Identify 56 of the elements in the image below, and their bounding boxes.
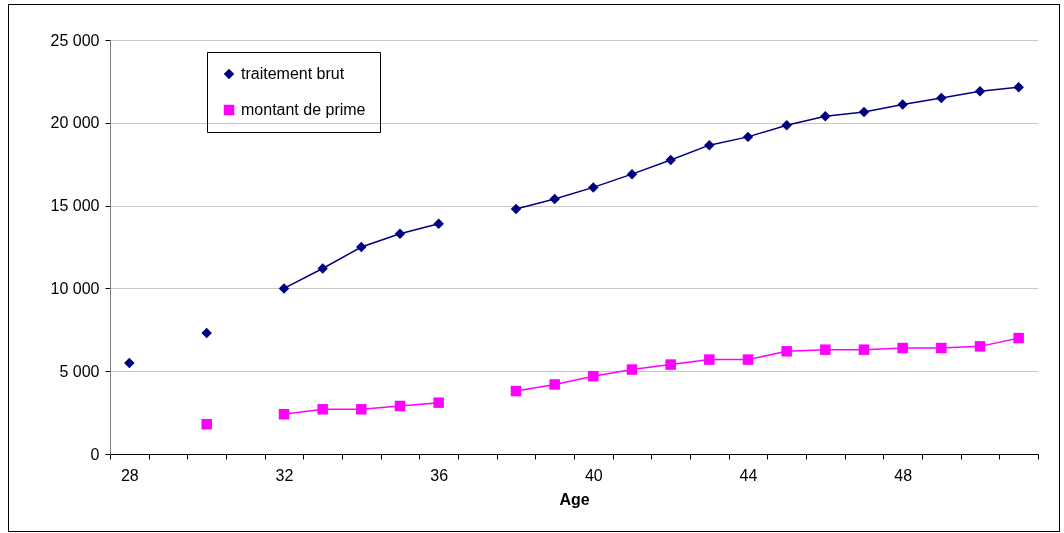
y-tick-label: 0 bbox=[90, 445, 100, 463]
point bbox=[317, 404, 328, 415]
point bbox=[781, 346, 792, 357]
point bbox=[704, 139, 715, 151]
point bbox=[781, 120, 792, 131]
point bbox=[394, 400, 406, 412]
y-tick-label: 5 000 bbox=[59, 362, 100, 380]
legend-label: montant de prime bbox=[241, 101, 366, 118]
y-tick-label: 25 000 bbox=[50, 31, 100, 49]
point bbox=[510, 203, 522, 215]
x-tick-label: 32 bbox=[275, 466, 294, 484]
point bbox=[510, 385, 522, 397]
point bbox=[1013, 81, 1024, 93]
point bbox=[936, 92, 947, 104]
point bbox=[974, 86, 986, 97]
y-tick-label: 20 000 bbox=[50, 114, 100, 132]
point bbox=[549, 193, 560, 205]
point bbox=[974, 341, 986, 352]
legend-label: traitement brut bbox=[241, 65, 345, 82]
point bbox=[704, 354, 715, 365]
x-axis-title: Age bbox=[559, 490, 590, 508]
point bbox=[897, 99, 908, 110]
point bbox=[549, 379, 560, 390]
point bbox=[356, 241, 367, 253]
point bbox=[742, 131, 754, 143]
point bbox=[858, 106, 870, 118]
point bbox=[394, 228, 406, 239]
y-tick-label: 10 000 bbox=[50, 279, 100, 297]
point bbox=[897, 342, 908, 354]
x-tick-label: 28 bbox=[120, 466, 139, 484]
point bbox=[356, 404, 367, 415]
point bbox=[820, 110, 831, 122]
y-tick-label: 15 000 bbox=[50, 197, 100, 215]
point bbox=[665, 359, 676, 370]
point bbox=[626, 168, 638, 180]
point bbox=[201, 418, 212, 430]
x-tick-label: 48 bbox=[894, 466, 913, 484]
x-tick-label: 40 bbox=[584, 466, 603, 484]
point bbox=[626, 364, 638, 375]
point bbox=[278, 409, 290, 420]
point bbox=[433, 218, 444, 230]
point bbox=[665, 154, 676, 166]
point bbox=[317, 263, 328, 274]
point bbox=[1013, 332, 1024, 344]
point bbox=[588, 370, 599, 382]
point bbox=[433, 397, 444, 408]
point bbox=[278, 283, 290, 294]
point bbox=[124, 357, 135, 369]
point bbox=[742, 354, 754, 365]
x-tick-label: 36 bbox=[430, 466, 449, 484]
point bbox=[588, 182, 599, 193]
point bbox=[201, 327, 212, 339]
point bbox=[858, 344, 870, 355]
point bbox=[820, 344, 831, 355]
point bbox=[936, 342, 947, 354]
x-tick-label: 44 bbox=[739, 466, 758, 484]
